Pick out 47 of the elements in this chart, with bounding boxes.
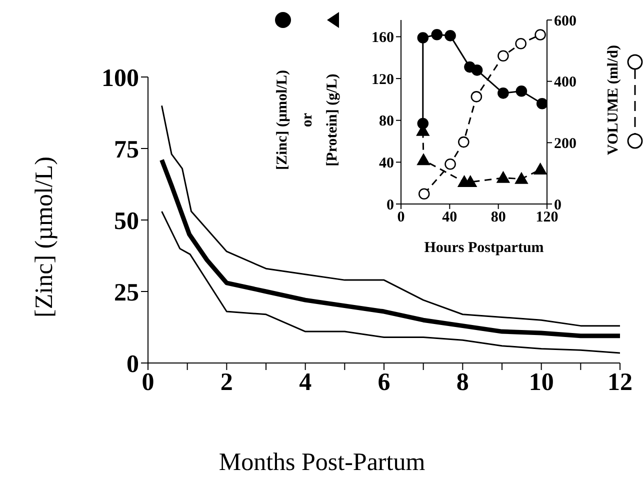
point [498, 50, 509, 62]
point [516, 85, 528, 97]
line-series [161, 210, 620, 354]
x-tick-label: 40 [442, 210, 458, 226]
x-axis-title: Months Post-Partum [218, 449, 426, 476]
y-tick-label: 160 [372, 30, 394, 46]
point [515, 38, 526, 50]
point [431, 28, 443, 40]
x-tick-label: 120 [536, 210, 558, 226]
y2-tick-label: 600 [554, 13, 576, 30]
x-tick-label: 10 [528, 368, 554, 396]
y-tick-label: 80 [379, 114, 394, 130]
point [534, 29, 546, 40]
y-axis-title: [Zinc] (µmol/L) [31, 156, 58, 318]
y-tick-label: 50 [114, 208, 139, 235]
point [458, 136, 470, 148]
point [444, 158, 456, 170]
x-axis-title: Hours Postpartum [424, 240, 544, 256]
point [498, 88, 509, 99]
x-tick-label: 80 [490, 210, 506, 226]
point [534, 163, 547, 174]
point [418, 188, 430, 200]
x-tick-label: 6 [378, 368, 390, 396]
x-tick-label: 8 [456, 368, 469, 396]
point [514, 172, 528, 184]
y2-tick-label: 400 [554, 74, 576, 91]
y-tick-label: 100 [102, 64, 139, 92]
y-axis-title: [Zinc] (µmol/L) or [Protein] (g/L) [274, 70, 340, 170]
point [417, 32, 429, 44]
point [417, 154, 430, 166]
y-tick-label: 0 [126, 350, 139, 378]
y-tick-label: 40 [379, 156, 394, 172]
y2-axis-title: VOLUME (ml/d) [605, 44, 622, 156]
y-tick-label: 75 [114, 136, 139, 164]
point [496, 171, 510, 183]
x-tick-label: 0 [397, 210, 405, 226]
x-tick-label: 4 [299, 368, 312, 396]
x-tick-label: 2 [220, 368, 233, 396]
y-tick-label: 0 [386, 197, 394, 214]
point [536, 98, 547, 110]
point [470, 91, 482, 102]
x-tick-label: 12 [608, 368, 632, 396]
y-tick-label: 120 [372, 72, 394, 88]
point [444, 30, 456, 42]
point [471, 64, 483, 76]
y-tick-label: 25 [114, 279, 139, 306]
y2-tick-label: 200 [554, 136, 576, 152]
